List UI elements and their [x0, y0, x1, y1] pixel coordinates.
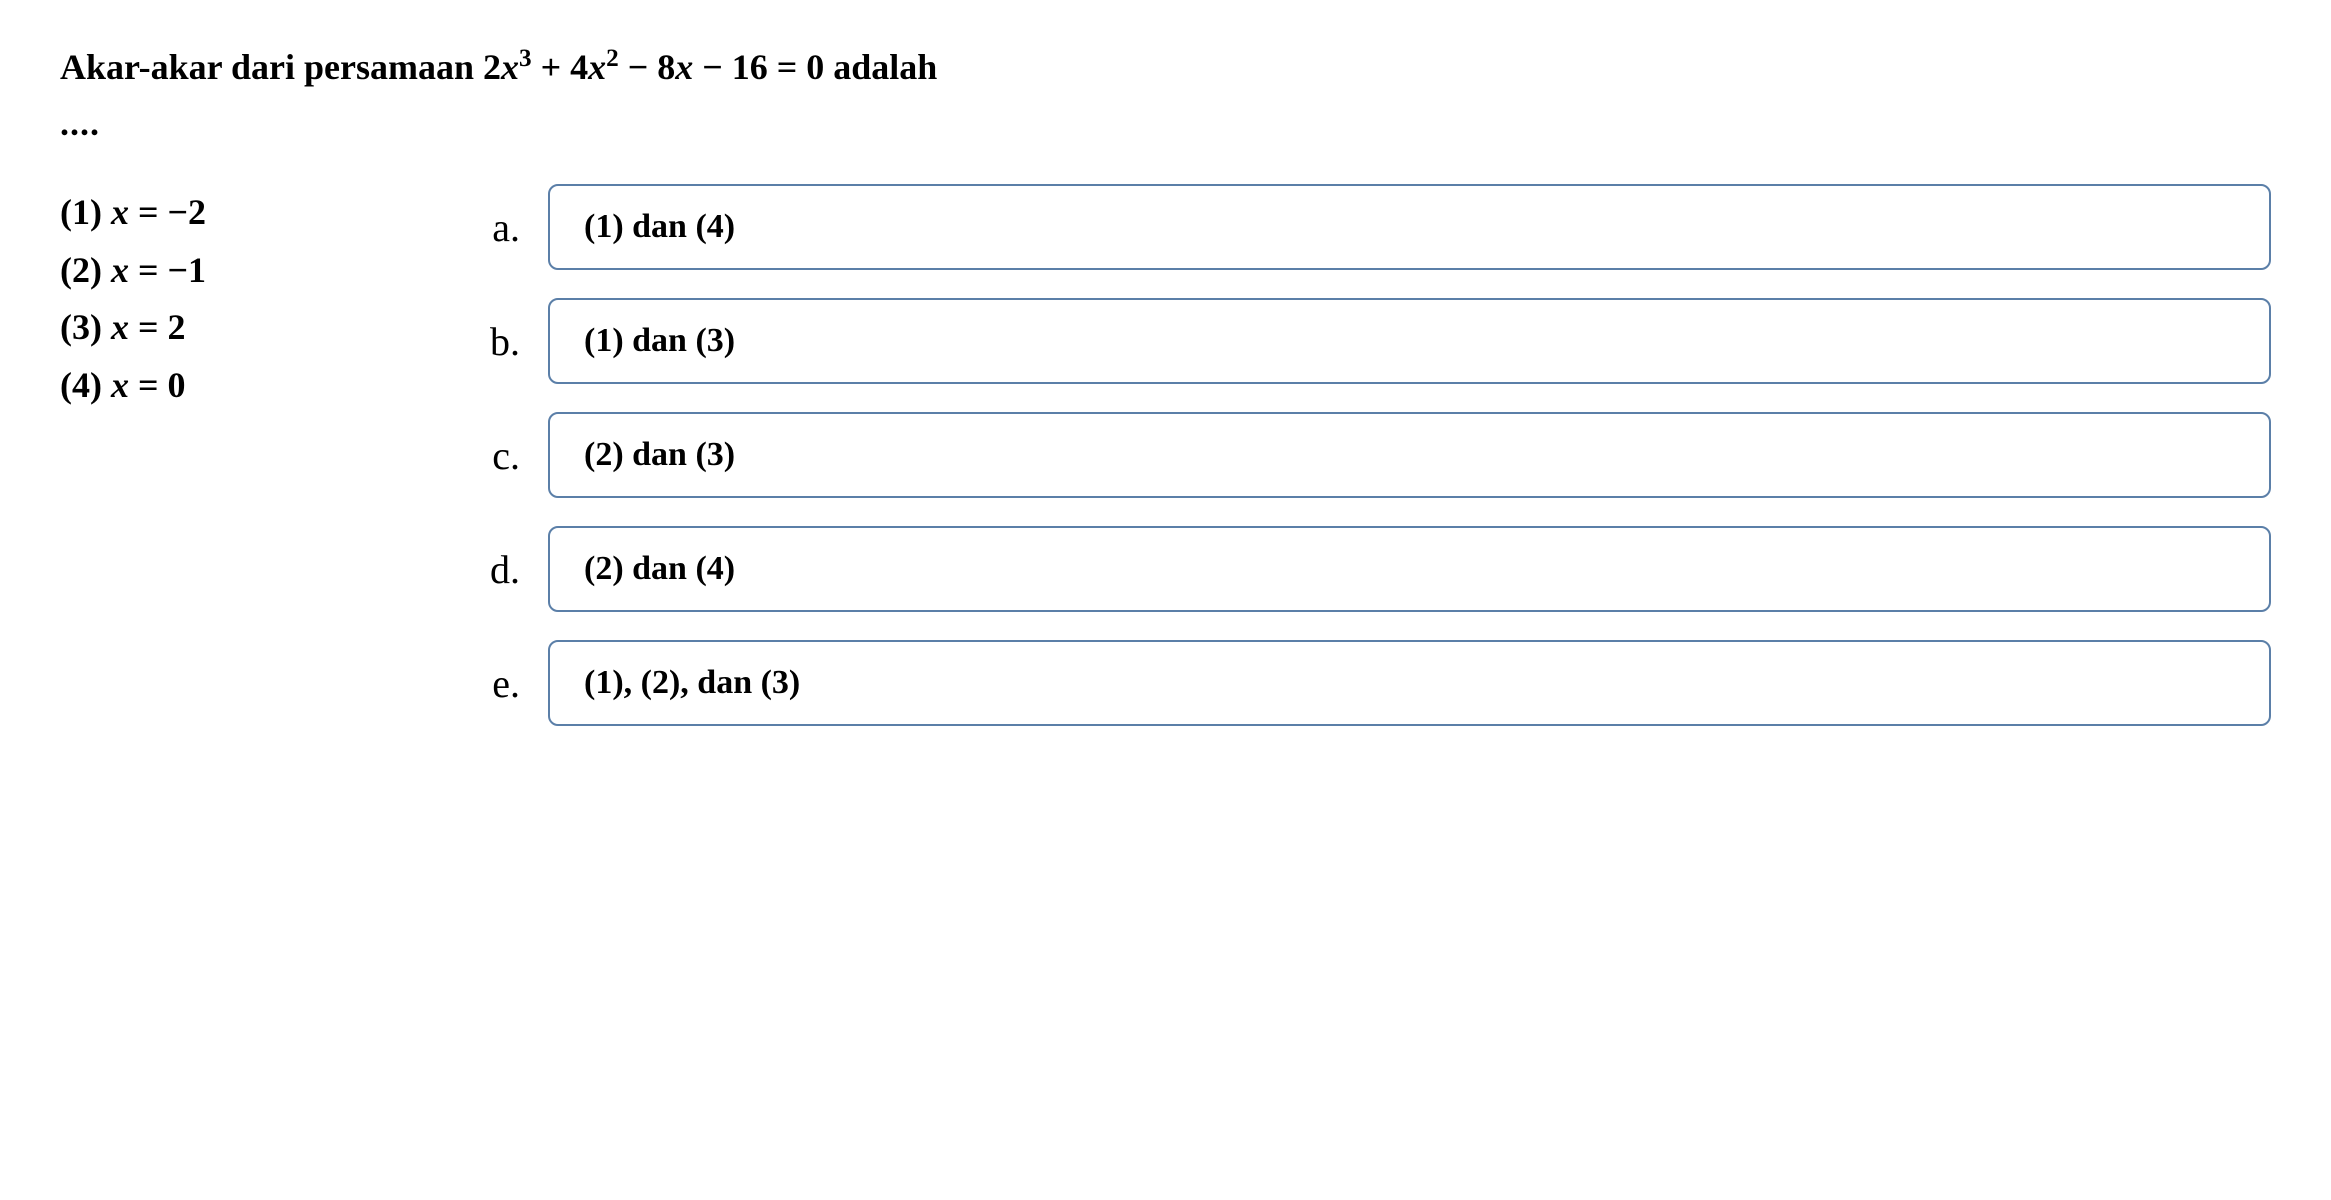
option-box-e[interactable]: (1), (2), dan (3): [548, 640, 2271, 726]
options-list: a. (1) dan (4) b. (1) dan (3) c. (2) dan…: [480, 184, 2271, 726]
option-row-d: d. (2) dan (4): [480, 526, 2271, 612]
statement-val: 0: [168, 365, 186, 405]
option-box-b[interactable]: (1) dan (3): [548, 298, 2271, 384]
content-row: (1) x = −2 (2) x = −1 (3) x = 2 (4) x = …: [60, 184, 2271, 726]
statement-var: x: [111, 250, 129, 290]
question-suffix: adalah: [833, 47, 937, 87]
question-text: Akar-akar dari persamaan 2x3 + 4x2 − 8x …: [60, 40, 2271, 94]
option-row-b: b. (1) dan (3): [480, 298, 2271, 384]
option-row-e: e. (1), (2), dan (3): [480, 640, 2271, 726]
statement-4: (4) x = 0: [60, 357, 420, 415]
statement-var: x: [111, 192, 129, 232]
option-text: (1) dan (3): [584, 322, 735, 359]
option-letter: a.: [480, 204, 520, 251]
option-text: (1), (2), dan (3): [584, 664, 800, 701]
statement-val: −1: [168, 250, 207, 290]
statement-eq: =: [138, 307, 168, 347]
question-equation: 2x3 + 4x2 − 8x − 16 = 0: [483, 47, 824, 87]
option-letter: c.: [480, 432, 520, 479]
statement-1: (1) x = −2: [60, 184, 420, 242]
option-letter: e.: [480, 660, 520, 707]
option-text: (2) dan (4): [584, 550, 735, 587]
statement-num: (1): [60, 192, 102, 232]
statement-num: (2): [60, 250, 102, 290]
option-letter: d.: [480, 546, 520, 593]
option-letter: b.: [480, 318, 520, 365]
statements-list: (1) x = −2 (2) x = −1 (3) x = 2 (4) x = …: [60, 184, 420, 414]
statement-num: (4): [60, 365, 102, 405]
question-ellipsis: ....: [60, 102, 2271, 144]
statement-eq: =: [138, 250, 168, 290]
question-prefix: Akar-akar dari persamaan: [60, 47, 483, 87]
statement-val: −2: [168, 192, 207, 232]
option-row-a: a. (1) dan (4): [480, 184, 2271, 270]
statement-val: 2: [168, 307, 186, 347]
option-text: (2) dan (3): [584, 436, 735, 473]
statement-num: (3): [60, 307, 102, 347]
option-text: (1) dan (4): [584, 208, 735, 245]
option-box-c[interactable]: (2) dan (3): [548, 412, 2271, 498]
statement-eq: =: [138, 192, 168, 232]
statement-2: (2) x = −1: [60, 242, 420, 300]
option-box-a[interactable]: (1) dan (4): [548, 184, 2271, 270]
option-box-d[interactable]: (2) dan (4): [548, 526, 2271, 612]
statement-var: x: [111, 307, 129, 347]
option-row-c: c. (2) dan (3): [480, 412, 2271, 498]
statement-var: x: [111, 365, 129, 405]
statement-eq: =: [138, 365, 168, 405]
statement-3: (3) x = 2: [60, 299, 420, 357]
